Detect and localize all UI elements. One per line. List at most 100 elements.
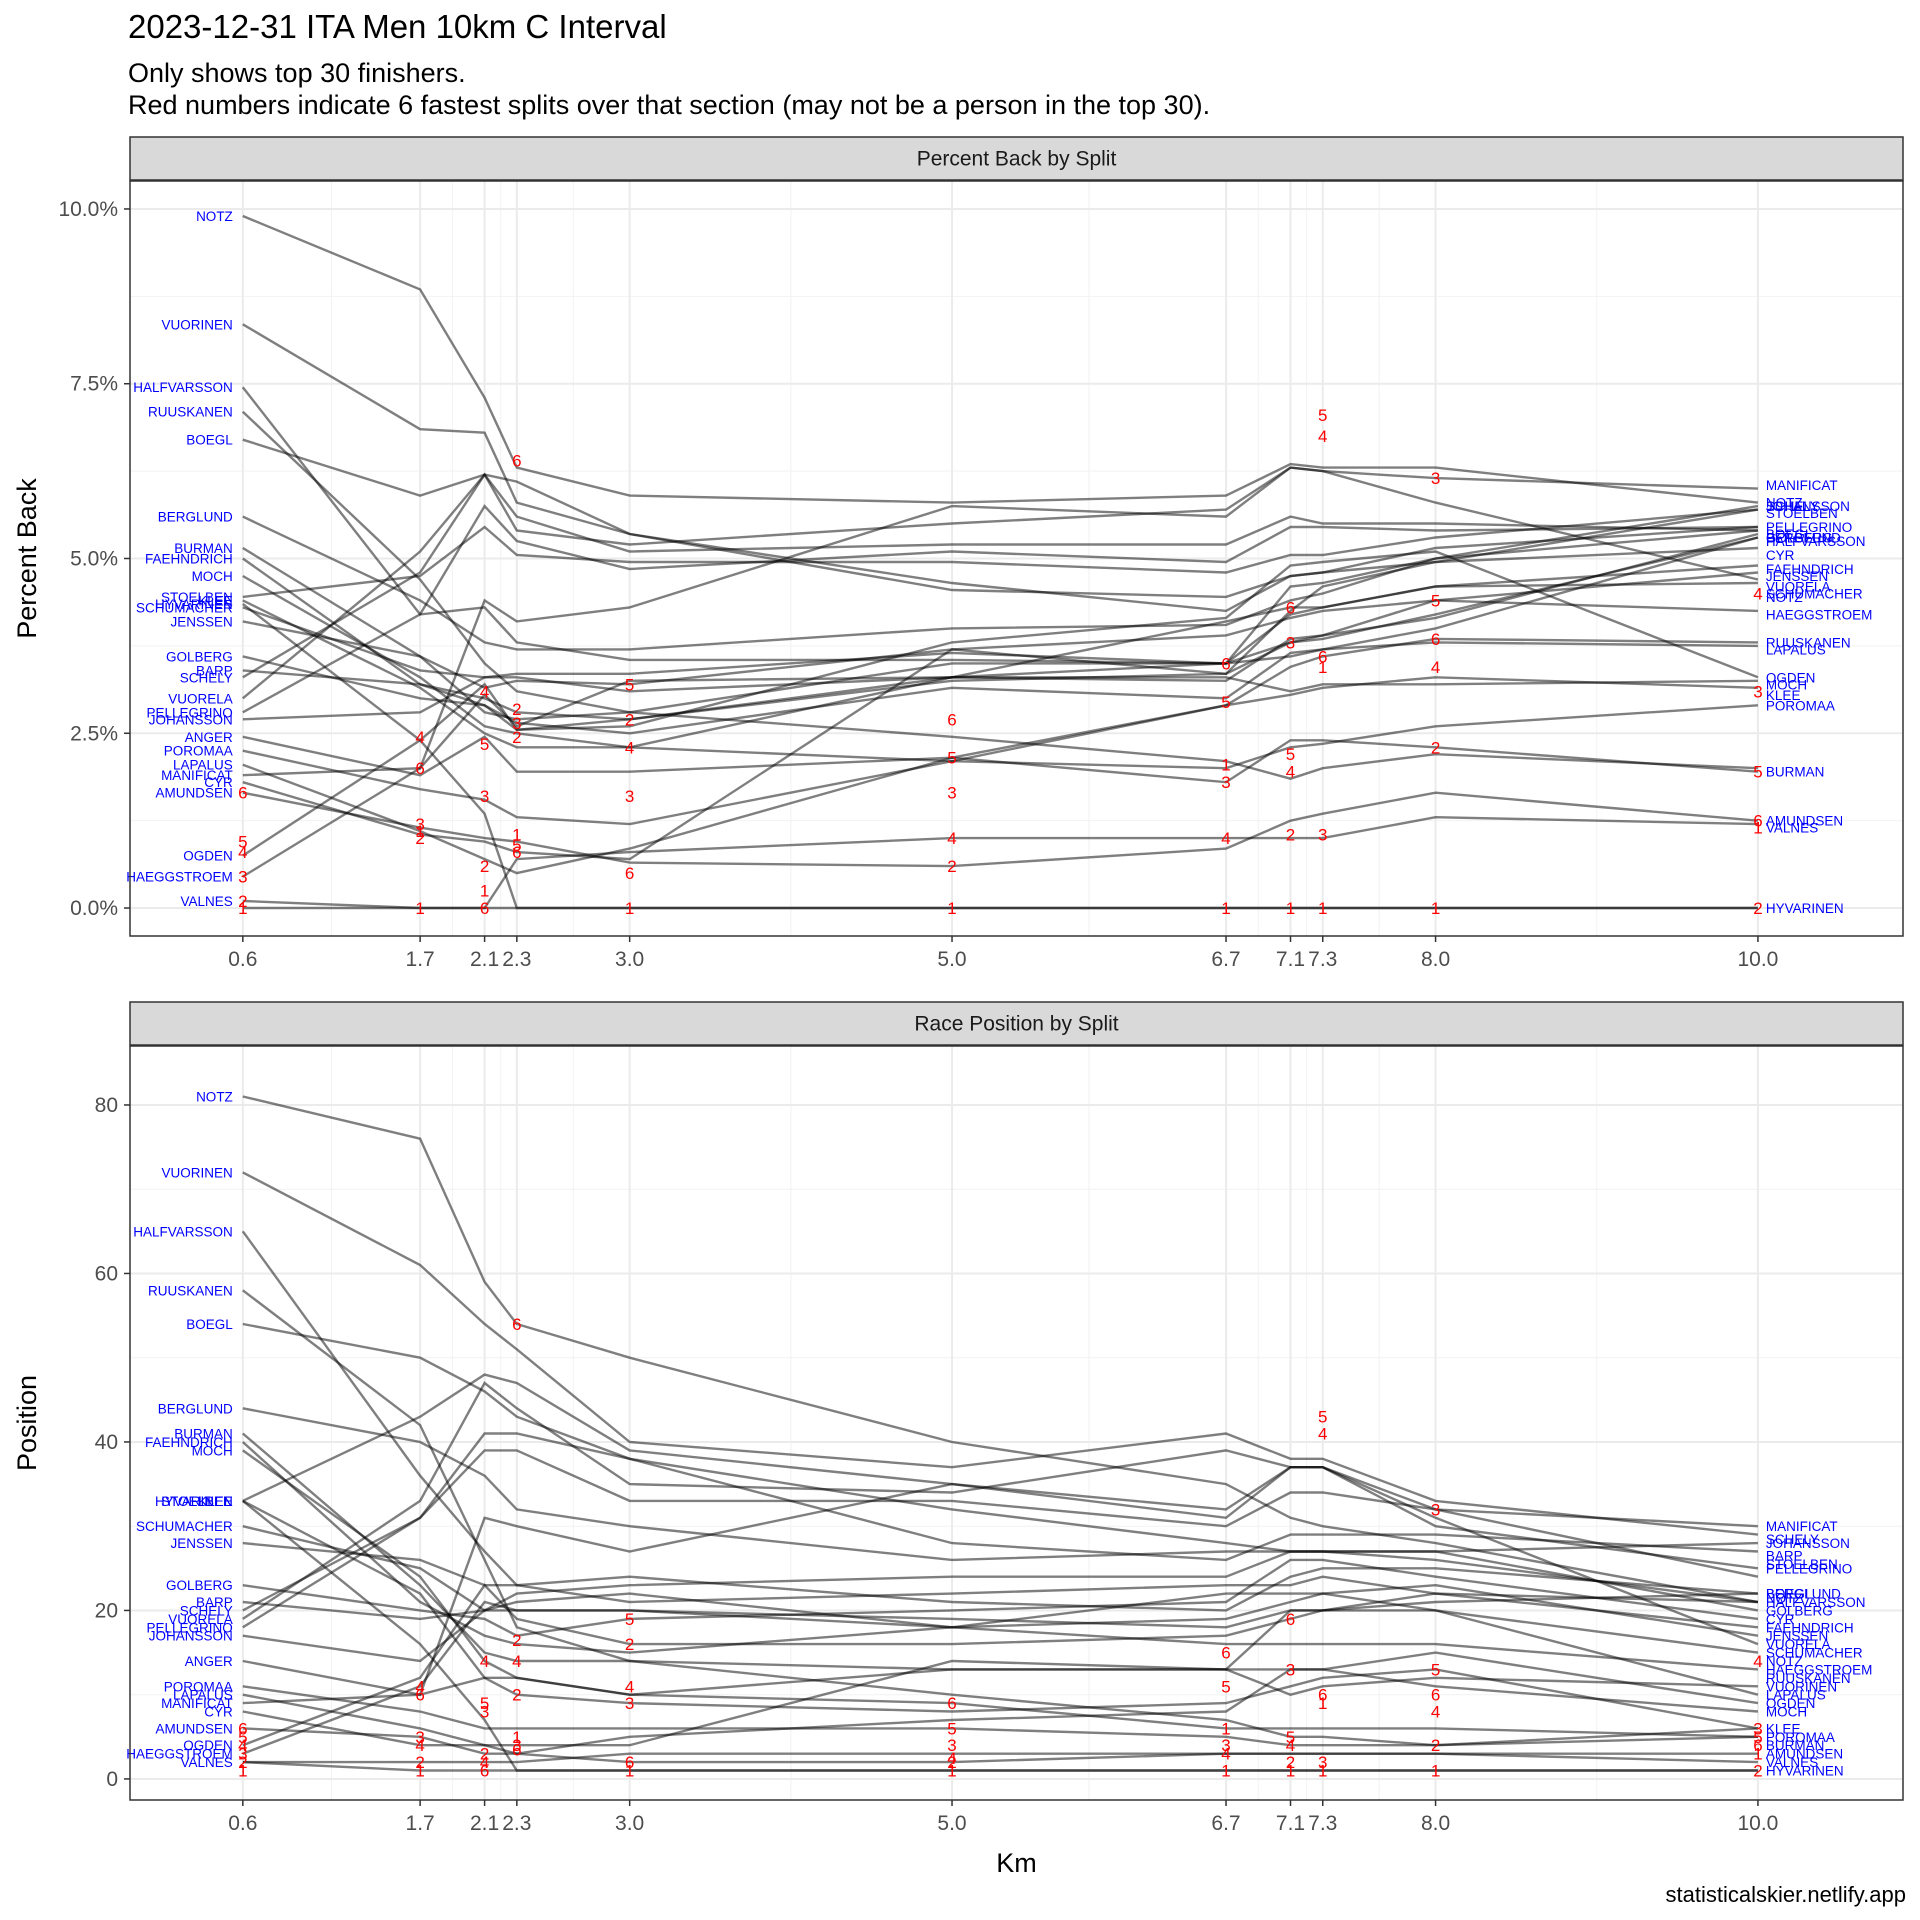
split-rank-label: 2 <box>512 1686 521 1705</box>
end-label: VUORINEN <box>1766 1679 1837 1694</box>
start-label: OGDEN <box>183 849 233 864</box>
start-label: HAEGGSTROEM <box>126 1747 233 1762</box>
y-tick-label: 10.0% <box>58 198 118 221</box>
x-axis-title: Km <box>996 1848 1037 1878</box>
end-label: PELLEGRINO <box>1766 1561 1852 1576</box>
start-label: GOLBERG <box>166 1578 233 1593</box>
y-tick-label: 5.0% <box>70 548 118 571</box>
start-label: VUORELA <box>168 691 233 706</box>
split-rank-label: 1 <box>1221 899 1230 918</box>
end-label: HYVARINEN <box>1766 901 1844 916</box>
series-line-unlabeled <box>242 815 1758 910</box>
split-rank-label: 5 <box>1431 1660 1440 1679</box>
y-tick-label: 7.5% <box>70 373 118 396</box>
end-label: NOTZ <box>1766 1591 1803 1606</box>
split-rank-label: 1 <box>625 1762 634 1781</box>
split-rank-label: 6 <box>512 1740 521 1759</box>
end-label: JOHANSSON <box>1766 1536 1850 1551</box>
split-rank-label: 2 <box>625 710 634 729</box>
series-line-manificat <box>242 1465 1758 1705</box>
series-line-schely <box>242 1432 1758 1612</box>
series-line-pellegrino <box>242 504 1758 714</box>
split-rank-label: 2 <box>947 857 956 876</box>
start-label: JENSSEN <box>171 614 233 629</box>
x-tick-label: 7.3 <box>1308 1812 1337 1835</box>
split-rank-label: 1 <box>415 1762 424 1781</box>
start-label: HYVARINEN <box>155 597 233 612</box>
split-rank-label: 4 <box>480 1753 489 1772</box>
start-label: LAPALUS <box>173 758 233 773</box>
end-label: BOEGL <box>1766 1587 1813 1602</box>
series-line-vuorela <box>242 1381 1759 1646</box>
start-label: STOELBEN <box>161 1494 233 1509</box>
split-rank-label: 3 <box>1753 682 1762 701</box>
split-rank-label: 2 <box>415 829 424 848</box>
start-label: POROMAA <box>164 1679 233 1694</box>
end-label: GOLBERG <box>1766 1603 1833 1618</box>
split-rank-label: 5 <box>1753 1728 1762 1747</box>
split-rank-label: 6 <box>1318 647 1327 666</box>
start-label: JENSSEN <box>171 1536 233 1551</box>
split-rank-label: 4 <box>947 1749 956 1768</box>
end-label: VUORELA <box>1766 1637 1831 1652</box>
split-rank-label: 2 <box>1753 1762 1762 1781</box>
series-line-ogden <box>242 1583 1759 1747</box>
x-tick-label: 6.7 <box>1211 1812 1240 1835</box>
start-label: FAEHNDRICH <box>145 1435 233 1450</box>
end-label: HALFVARSSON <box>1766 534 1866 549</box>
series-line-vuorela <box>242 466 1759 700</box>
split-rank-label: 2 <box>947 1753 956 1772</box>
split-rank-label: 5 <box>1431 591 1440 610</box>
series-line-manificat <box>242 466 1758 777</box>
split-rank-label: 6 <box>238 1719 247 1738</box>
chart-title: 2023-12-31 ITA Men 10km C Interval <box>128 8 667 45</box>
credit-text: statisticalskier.netlify.app <box>1665 1882 1906 1907</box>
facet-strip <box>129 1001 1904 1046</box>
split-rank-label: 6 <box>1318 1686 1327 1705</box>
series-line-notz <box>242 214 1759 504</box>
facet-strip-title: Percent Back by Split <box>917 148 1117 171</box>
x-tick-label: 2.1 <box>470 1812 499 1835</box>
start-label: AMUNDSEN <box>156 786 233 801</box>
split-rank-label: 3 <box>1221 1736 1230 1755</box>
start-label: MOCH <box>192 569 233 584</box>
series-line-ogden <box>242 550 1759 857</box>
end-label: AMUNDSEN <box>1766 1747 1843 1762</box>
split-rank-label: 1 <box>1753 1745 1762 1764</box>
end-label: MOCH <box>1766 677 1807 692</box>
split-rank-label: 3 <box>238 1745 247 1764</box>
split-rank-label: 5 <box>1286 1728 1295 1747</box>
series-line-cyr <box>242 1592 1758 1747</box>
split-rank-label: 4 <box>238 843 247 862</box>
end-label: JOHANSSON <box>1766 499 1850 514</box>
split-rank-label: 4 <box>415 728 424 747</box>
series-line-valnes <box>242 1760 1758 1772</box>
end-label: NOTZ <box>1766 590 1803 605</box>
split-rank-label: 3 <box>415 1728 424 1747</box>
series-line-notz <box>242 1095 1759 1604</box>
start-label: OGDEN <box>183 1738 233 1753</box>
start-label: LAPALUS <box>173 1688 233 1703</box>
split-rank-label: 4 <box>1286 1736 1295 1755</box>
split-rank-label: 1 <box>625 899 634 918</box>
split-rank-label: 3 <box>415 815 424 834</box>
split-rank-label: 2 <box>238 1753 247 1772</box>
start-label: BOEGL <box>186 1317 233 1332</box>
x-tick-label: 10.0 <box>1737 1812 1778 1835</box>
split-rank-label: 1 <box>1318 658 1327 677</box>
split-rank-label: 6 <box>1221 1644 1230 1663</box>
facet-strip-title: Race Position by Split <box>914 1013 1118 1036</box>
split-rank-label: 4 <box>1221 829 1230 848</box>
start-label: STOELBEN <box>161 590 233 605</box>
split-rank-label: 5 <box>1221 693 1230 712</box>
split-rank-label: 6 <box>238 784 247 803</box>
end-label: STOELBEN <box>1766 506 1838 521</box>
series-line-haeggstroem <box>242 599 1758 878</box>
split-rank-label: 6 <box>1286 598 1295 617</box>
start-label: MANIFICAT <box>161 768 233 783</box>
start-label: HALFVARSSON <box>133 380 233 395</box>
start-label: PELLEGRINO <box>147 705 233 720</box>
split-rank-label: 5 <box>1286 745 1295 764</box>
y-tick-label: 80 <box>95 1094 118 1117</box>
split-rank-label: 3 <box>238 868 247 887</box>
